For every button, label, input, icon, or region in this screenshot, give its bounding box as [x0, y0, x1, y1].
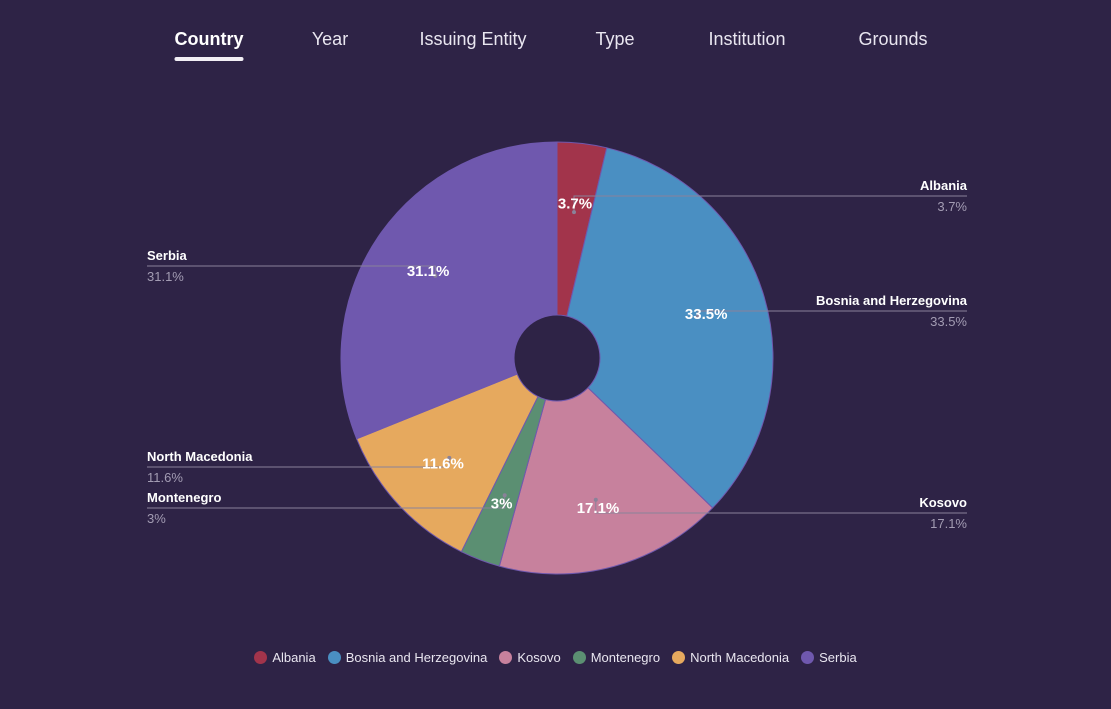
- leader-dot-serbia: [433, 273, 438, 278]
- legend-item-albania[interactable]: Albania: [254, 650, 316, 665]
- slice-label-albania: 3.7%: [558, 196, 592, 213]
- slice-label-montenegro: 3%: [491, 495, 513, 512]
- legend-label: North Macedonia: [690, 650, 790, 665]
- callout-name-kosovo: Kosovo: [919, 495, 967, 510]
- legend-swatch: [572, 651, 586, 664]
- callout-name-bosnia-and-herzegovina: Bosnia and Herzegovina: [816, 293, 968, 308]
- legend-item-kosovo[interactable]: Kosovo: [499, 650, 561, 665]
- slice-bosnia-and-herzegovina[interactable]: [556, 147, 774, 509]
- legend-item-bosnia-and-herzegovina[interactable]: Bosnia and Herzegovina: [327, 650, 488, 665]
- callout-value-kosovo: 17.1%: [930, 516, 967, 531]
- legend-label: Montenegro: [590, 650, 661, 665]
- filter-tabs: Country Year Issuing Entity Type Institu…: [0, 0, 1111, 80]
- leader-line-kosovo: [595, 499, 967, 514]
- slice-north-macedonia[interactable]: [356, 357, 559, 553]
- leader-dot-montenegro: [502, 493, 507, 498]
- tab-year[interactable]: Year: [311, 29, 349, 49]
- tab-institution[interactable]: Institution: [708, 29, 786, 49]
- legend-item-serbia[interactable]: Serbia: [801, 650, 857, 665]
- chart-legend: Albania Bosnia and Herzegovina Kosovo Monte…: [0, 650, 1111, 665]
- tab-country[interactable]: Country: [174, 29, 244, 61]
- tab-type[interactable]: Type: [595, 29, 635, 49]
- slice-label-north-macedonia: 11.6%: [422, 456, 464, 473]
- callout-value-serbia: 31.1%: [147, 269, 184, 284]
- legend-swatch: [801, 651, 815, 664]
- donut-hole: [513, 314, 601, 402]
- callout-value-albania: 3.7%: [937, 199, 967, 214]
- leader-line-serbia: [147, 265, 436, 276]
- leader-line-montenegro: [147, 495, 506, 509]
- legend-swatch: [672, 651, 686, 664]
- slice-label-serbia: 31.1%: [407, 263, 450, 280]
- callout-name-serbia: Serbia: [147, 248, 188, 263]
- callout-value-montenegro: 3%: [147, 511, 166, 526]
- tab-issuing-entity[interactable]: Issuing Entity: [419, 29, 527, 49]
- callout-value-north-macedonia: 11.6%: [147, 470, 183, 485]
- leader-line-north-macedonia: [147, 457, 450, 468]
- callout-value-bosnia-and-herzegovina: 33.5%: [930, 314, 967, 329]
- tab-grounds[interactable]: Grounds: [858, 29, 928, 49]
- callout-name-montenegro: Montenegro: [147, 490, 221, 505]
- legend-swatch: [254, 651, 268, 664]
- legend-label: Bosnia and Herzegovina: [345, 650, 488, 665]
- slice-serbia[interactable]: [340, 141, 558, 440]
- legend-label: Kosovo: [517, 650, 561, 665]
- legend-label: Serbia: [819, 650, 857, 665]
- legend-item-montenegro[interactable]: Montenegro: [572, 650, 661, 665]
- legend-swatch: [327, 651, 341, 664]
- leader-dot-north-macedonia: [447, 455, 452, 460]
- slice-label-kosovo: 17.1%: [577, 500, 620, 517]
- leader-dot-albania: [572, 210, 576, 215]
- slice-label-bosnia-and-herzegovina: 33.5%: [685, 306, 728, 323]
- legend-swatch: [499, 651, 513, 664]
- leader-line-albania: [573, 195, 967, 213]
- leader-dot-bosnia-and-herzegovina: [695, 314, 700, 319]
- legend-item-north-macedonia[interactable]: North Macedonia: [672, 650, 789, 665]
- leader-dot-kosovo: [593, 497, 598, 502]
- callout-name-albania: Albania: [920, 178, 968, 193]
- slice-kosovo[interactable]: [498, 357, 714, 575]
- callout-name-north-macedonia: North Macedonia: [147, 449, 253, 464]
- legend-label: Albania: [272, 650, 316, 665]
